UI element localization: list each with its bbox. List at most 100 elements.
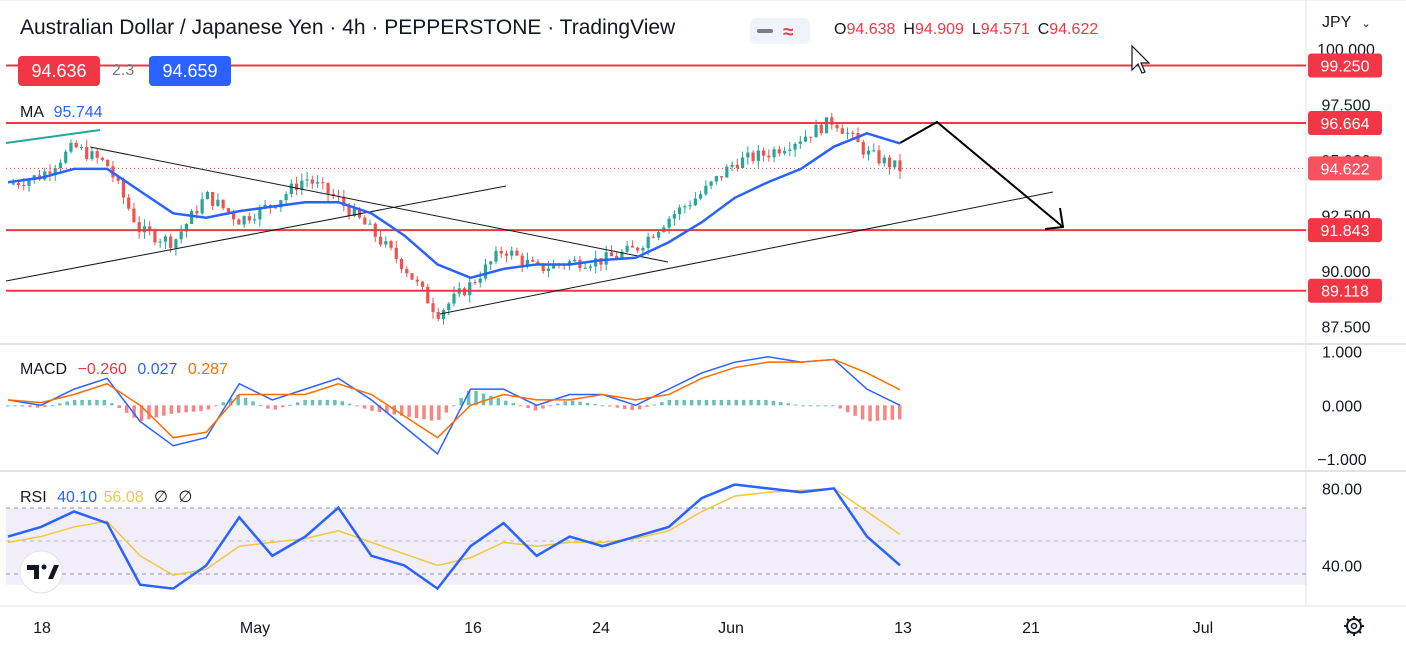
candle-body bbox=[64, 151, 68, 163]
candle-body bbox=[824, 117, 829, 134]
currency-selector[interactable]: JPY ⌄ bbox=[1322, 14, 1371, 32]
current-price-tag bbox=[1308, 156, 1382, 181]
macd-histogram-bar bbox=[273, 405, 278, 410]
macd-histogram-bar bbox=[756, 399, 761, 406]
macd-histogram-bar bbox=[110, 403, 114, 406]
rsi-ma-line bbox=[7, 487, 901, 576]
macd-histogram-bar bbox=[43, 405, 47, 407]
macd-histogram-bar bbox=[660, 402, 664, 406]
candle-body bbox=[58, 162, 63, 169]
macd-histogram-bar bbox=[890, 405, 895, 420]
macd-histogram-bar bbox=[124, 405, 129, 413]
symbol-title[interactable]: Australian Dollar / Japanese Yen · 4h · … bbox=[20, 16, 676, 39]
candle-body bbox=[625, 245, 629, 252]
candle-body bbox=[116, 177, 120, 181]
forecast-path bbox=[899, 120, 1064, 228]
candle-body bbox=[137, 222, 141, 233]
candle-body bbox=[79, 147, 84, 149]
currency-label: JPY bbox=[1322, 14, 1352, 31]
candle-body bbox=[641, 248, 645, 251]
spread-value: 2.3 bbox=[112, 62, 135, 79]
macd-histogram-bar bbox=[823, 405, 828, 407]
data-window-toggle[interactable]: ≈ bbox=[750, 18, 810, 44]
macd-histogram-bar bbox=[585, 402, 590, 406]
settings-gear-icon[interactable] bbox=[1344, 616, 1364, 636]
macd-histogram-bar bbox=[860, 405, 865, 420]
candle-body bbox=[85, 147, 89, 160]
macd-histogram-bar bbox=[556, 403, 560, 406]
price-axis-tick: 90.000 bbox=[1322, 264, 1371, 281]
candle-body bbox=[803, 136, 808, 142]
macd-histogram-bar bbox=[883, 405, 887, 421]
candle-body bbox=[426, 286, 430, 304]
macd-histogram-bar bbox=[764, 399, 768, 406]
candle-body bbox=[74, 142, 78, 148]
candle-body bbox=[788, 149, 792, 151]
macd-histogram-bar bbox=[898, 405, 902, 420]
ohlc-value: 94.622 bbox=[1049, 21, 1099, 38]
collapse-icon: ≈ bbox=[757, 22, 794, 43]
macd-histogram-bar bbox=[340, 401, 344, 406]
macd-histogram-bar bbox=[377, 405, 382, 413]
level-price-tag bbox=[1308, 218, 1382, 243]
macd-histogram-bar bbox=[303, 399, 307, 406]
candle-body bbox=[588, 266, 593, 268]
macd-histogram-bar bbox=[496, 398, 501, 406]
macd-histogram-bar bbox=[50, 405, 55, 407]
candle-body bbox=[688, 205, 692, 207]
candle-body bbox=[751, 152, 755, 161]
macd-histogram-bar bbox=[675, 399, 679, 406]
candle-body bbox=[552, 263, 556, 269]
candle-body bbox=[636, 247, 640, 251]
buy-price-button[interactable]: 94.659 bbox=[149, 56, 231, 86]
candle-body bbox=[772, 149, 776, 158]
macd-histogram-bar bbox=[414, 405, 419, 419]
tradingview-logo-icon[interactable] bbox=[19, 550, 63, 594]
macd-histogram-bar bbox=[697, 399, 701, 406]
macd-histogram-bar bbox=[786, 403, 790, 406]
main-series-group bbox=[7, 132, 901, 280]
candle-body bbox=[709, 181, 713, 186]
candle-body bbox=[16, 183, 21, 186]
candle-body bbox=[190, 210, 194, 224]
candle-body bbox=[195, 210, 199, 214]
candle-body bbox=[720, 176, 724, 178]
candle-body bbox=[436, 311, 440, 319]
candle-body bbox=[216, 199, 220, 206]
candle-body bbox=[887, 157, 892, 168]
candle-body bbox=[368, 223, 372, 225]
macd-legend-signal: 0.287 bbox=[187, 361, 228, 378]
ohlc-value: 94.571 bbox=[980, 21, 1030, 38]
level-price-tag bbox=[1308, 53, 1382, 78]
candle-body bbox=[494, 250, 498, 262]
candle-body bbox=[877, 150, 881, 164]
sell-price-button[interactable]: 94.636 bbox=[18, 56, 100, 86]
macd-histogram-bar bbox=[13, 405, 17, 407]
candle-body bbox=[594, 258, 598, 267]
macd-histogram-bar bbox=[518, 405, 523, 407]
candle-body bbox=[447, 303, 451, 311]
macd-histogram-bar bbox=[87, 399, 92, 406]
candle-body bbox=[90, 151, 94, 160]
candle-body bbox=[735, 164, 739, 168]
candle-body bbox=[399, 258, 404, 270]
candle-body bbox=[872, 150, 876, 152]
candle-body bbox=[515, 250, 519, 256]
forecast-arrowhead bbox=[1044, 207, 1065, 230]
current-price-label: 94.622 bbox=[1321, 161, 1370, 178]
candle-body bbox=[148, 226, 152, 232]
macd-axis-tick: −1.000 bbox=[1317, 452, 1366, 469]
macd-histogram-bar bbox=[295, 402, 300, 406]
macd-histogram-bar bbox=[652, 404, 657, 406]
rsi-axis-tick: 40.00 bbox=[1322, 558, 1362, 575]
candle-body bbox=[510, 250, 514, 256]
price-axis-tick: 87.500 bbox=[1322, 320, 1371, 337]
candle-body bbox=[253, 219, 257, 221]
candle-body bbox=[520, 255, 524, 265]
candle-body bbox=[153, 231, 157, 243]
macd-histogram-bar bbox=[689, 399, 694, 406]
candle-body bbox=[740, 157, 745, 168]
candle-body bbox=[394, 247, 398, 259]
